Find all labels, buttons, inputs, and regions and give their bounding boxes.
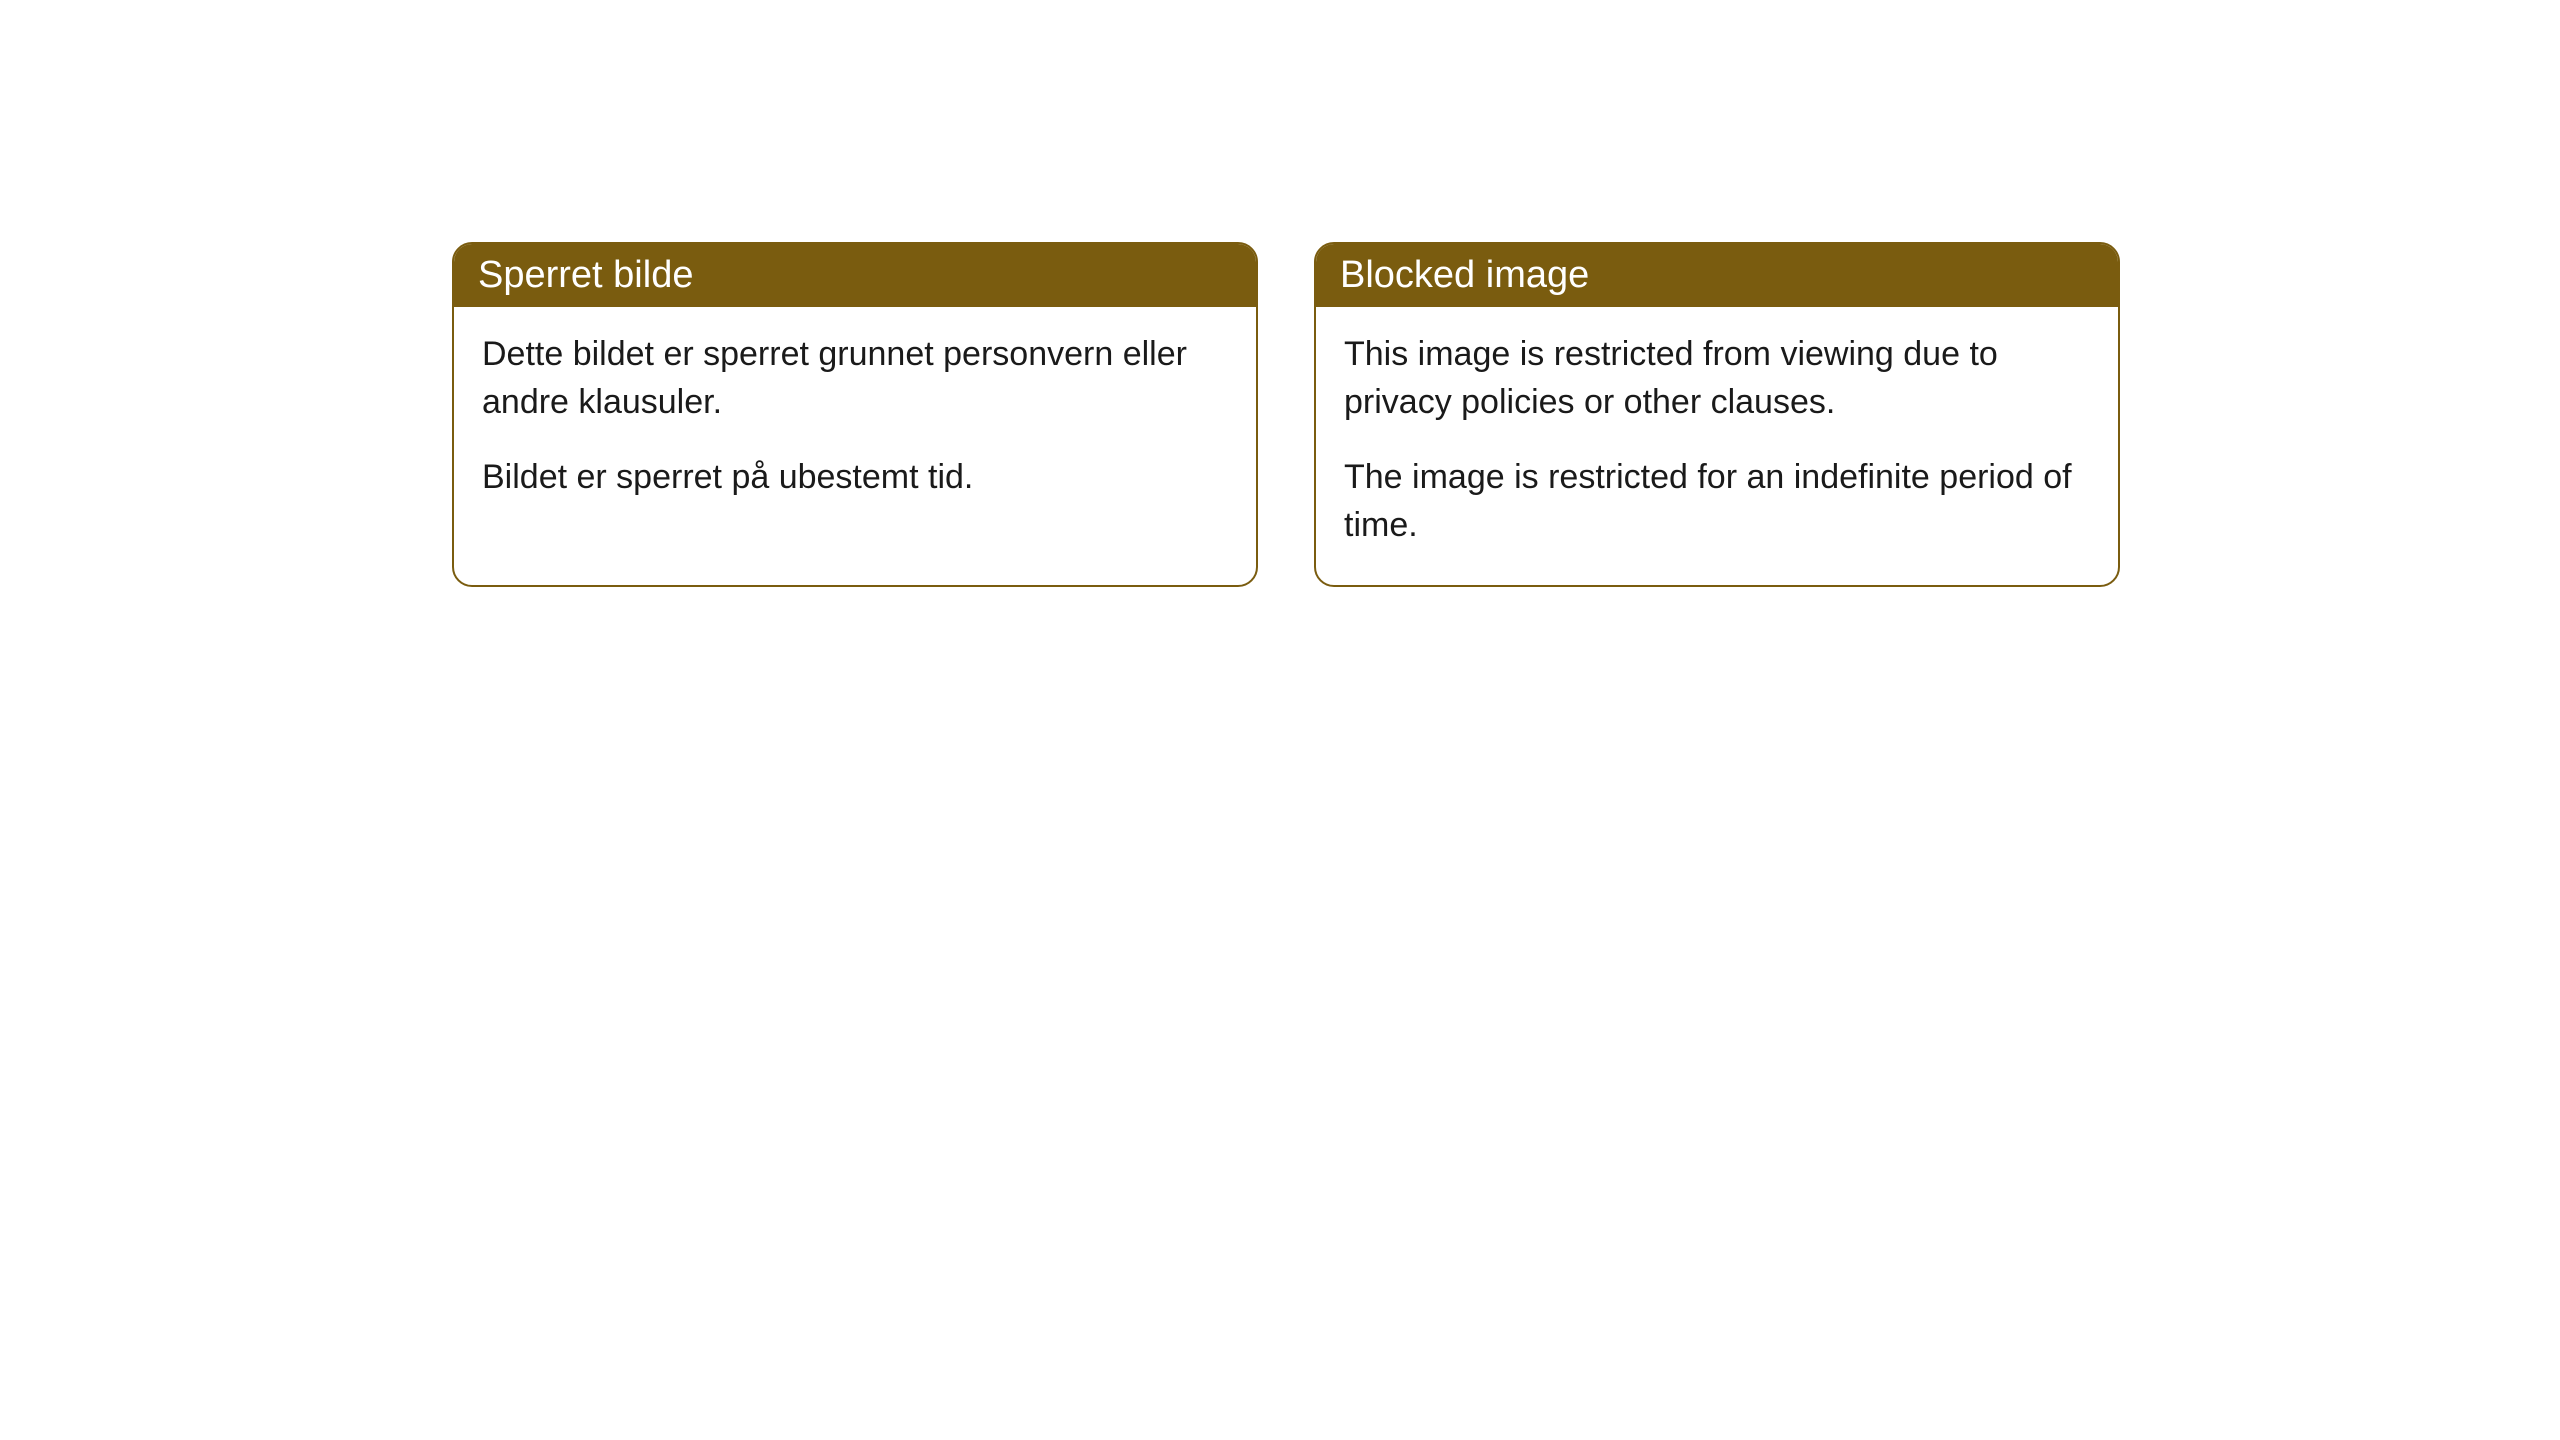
card-header: Sperret bilde bbox=[454, 244, 1256, 307]
card-paragraph: Dette bildet er sperret grunnet personve… bbox=[482, 331, 1228, 426]
blocked-image-card-english: Blocked image This image is restricted f… bbox=[1314, 242, 2120, 587]
card-paragraph: The image is restricted for an indefinit… bbox=[1344, 454, 2090, 549]
card-paragraph: Bildet er sperret på ubestemt tid. bbox=[482, 454, 1228, 502]
card-title: Blocked image bbox=[1340, 254, 1589, 296]
card-title: Sperret bilde bbox=[478, 254, 693, 296]
cards-container: Sperret bilde Dette bildet er sperret gr… bbox=[452, 242, 2120, 587]
card-body: This image is restricted from viewing du… bbox=[1316, 307, 2118, 585]
card-header: Blocked image bbox=[1316, 244, 2118, 307]
card-paragraph: This image is restricted from viewing du… bbox=[1344, 331, 2090, 426]
card-body: Dette bildet er sperret grunnet personve… bbox=[454, 307, 1256, 538]
blocked-image-card-norwegian: Sperret bilde Dette bildet er sperret gr… bbox=[452, 242, 1258, 587]
